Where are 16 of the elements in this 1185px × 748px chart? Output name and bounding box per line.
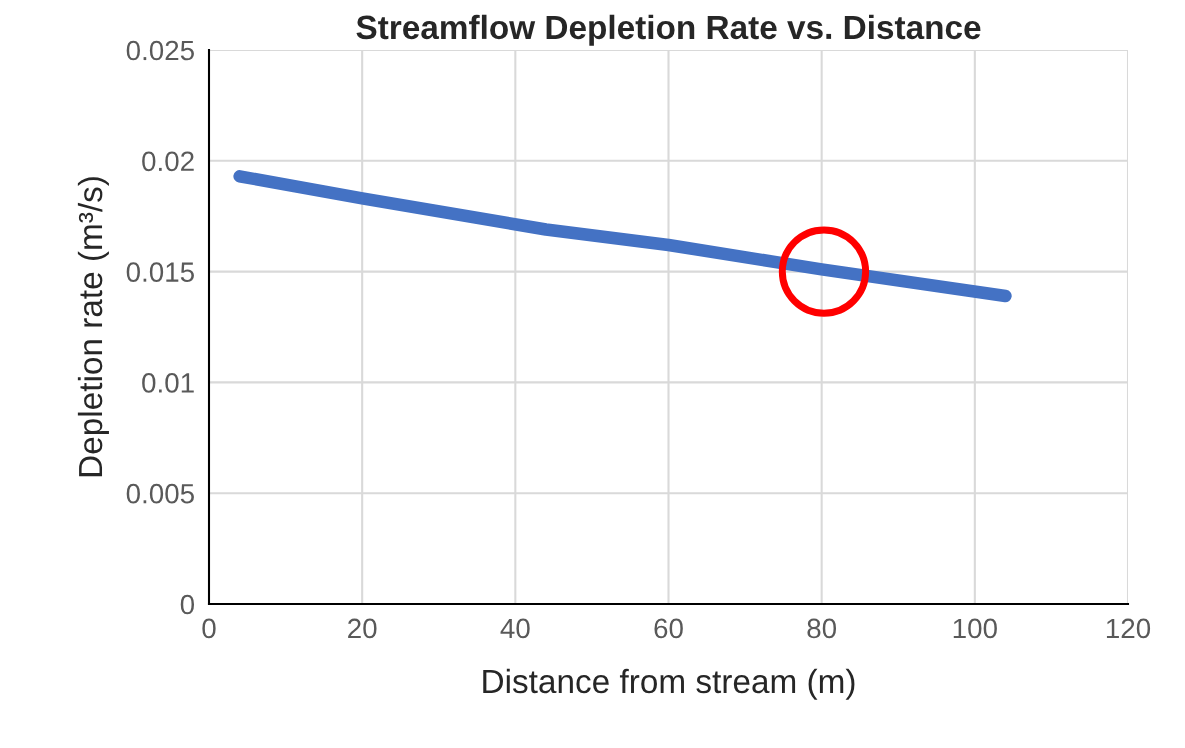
y-tick-label: 0.01 [142, 373, 194, 393]
y-tick-label: 0 [180, 594, 195, 615]
y-tick-label: 0.015 [126, 262, 194, 282]
x-tick-label: 20 [348, 618, 377, 639]
x-tick-label: 40 [500, 618, 530, 639]
x-axis-title: Distance from stream (m) [483, 668, 855, 700]
y-axis-title: Depletion rate (m³/s) [77, 177, 109, 477]
x-tick-label: 60 [654, 618, 683, 639]
y-tick-label: 0.02 [142, 151, 194, 172]
x-tick-label: 100 [953, 618, 997, 639]
x-tick-label: 120 [1106, 618, 1151, 639]
x-tick-label: 0 [202, 618, 216, 639]
y-tick-label: 0.005 [126, 483, 194, 504]
chart-title: Streamflow Depletion Rate vs. Distance [356, 14, 981, 46]
x-tick-label: 80 [807, 618, 837, 639]
y-tick-label: 0.025 [126, 40, 194, 61]
